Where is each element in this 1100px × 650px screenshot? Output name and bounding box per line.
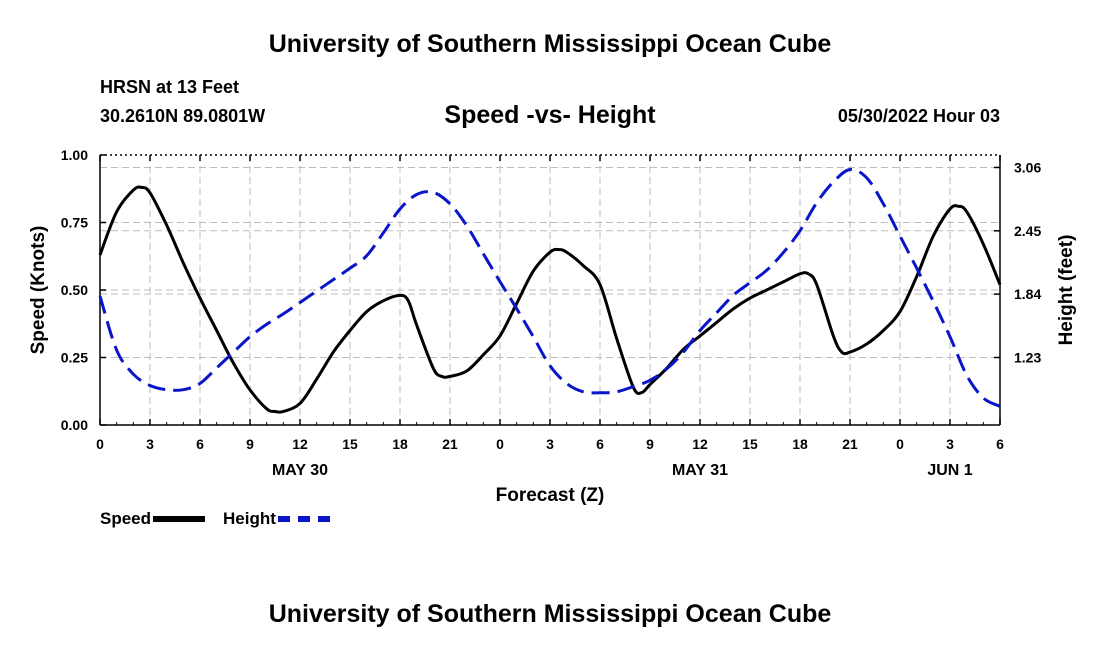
x-axis-label: Forecast (Z) [496,485,605,506]
x-tick-label: 18 [392,436,408,452]
x-tick-label: 6 [196,436,204,452]
y-right-tick-label: 3.06 [1014,159,1041,175]
legend-item-speed: Speed [100,509,206,529]
y-tick-label: 0.00 [61,417,88,433]
date-label: JUN 1 [927,462,972,479]
date-label: MAY 31 [672,462,728,479]
x-tick-label: 3 [146,436,154,452]
speed-series-line [98,185,1002,414]
height-series-line [98,167,1001,408]
legend-height-label: Height [223,509,276,528]
y-right-tick-label: 2.45 [1014,223,1041,239]
y-tick-label: 1.00 [61,147,88,163]
x-tick-label: 6 [596,436,604,452]
x-tick-label: 0 [496,436,504,452]
station-coordinates: 30.2610N 89.0801W [100,106,266,126]
station-name: HRSN at 13 Feet [100,77,240,97]
y-tick-label: 0.25 [61,350,88,366]
legend: Speed Height [100,509,348,529]
y-axis-label: Speed (Knots) [28,226,49,355]
x-tick-label: 18 [792,436,808,452]
y-tick-label: 0.75 [61,215,88,231]
x-tick-label: 9 [646,436,654,452]
legend-height-swatch [277,516,330,522]
legend-speed-label: Speed [100,509,152,528]
x-tick-label: 15 [342,436,358,452]
forecast-datetime: 05/30/2022 Hour 03 [837,106,1000,126]
y-right-tick-label: 1.23 [1014,350,1041,366]
x-tick-label: 9 [246,436,254,452]
y-right-axis-label: Height (feet) [1056,235,1077,346]
x-tick-label: 12 [292,436,308,452]
top-title: University of Southern Mississippi Ocean… [268,30,832,58]
y-right-tick-label: 1.84 [1014,286,1041,302]
x-tick-label: 6 [996,436,1004,452]
x-tick-label: 3 [546,436,554,452]
x-tick-label: 21 [842,436,858,452]
x-tick-label: 15 [742,436,758,452]
x-tick-label: 0 [96,436,104,452]
bottom-title: University of Southern Mississippi Ocean… [268,600,832,628]
y-tick-label: 0.50 [61,282,88,298]
legend-speed-swatch [153,516,206,522]
x-tick-label: 12 [692,436,708,452]
x-tick-label: 0 [896,436,904,452]
legend-item-height: Height [223,509,330,529]
chart-title: Speed -vs- Height [444,101,656,129]
x-tick-label: 3 [946,436,954,452]
x-tick-label: 21 [442,436,458,452]
date-label: MAY 30 [272,462,328,479]
